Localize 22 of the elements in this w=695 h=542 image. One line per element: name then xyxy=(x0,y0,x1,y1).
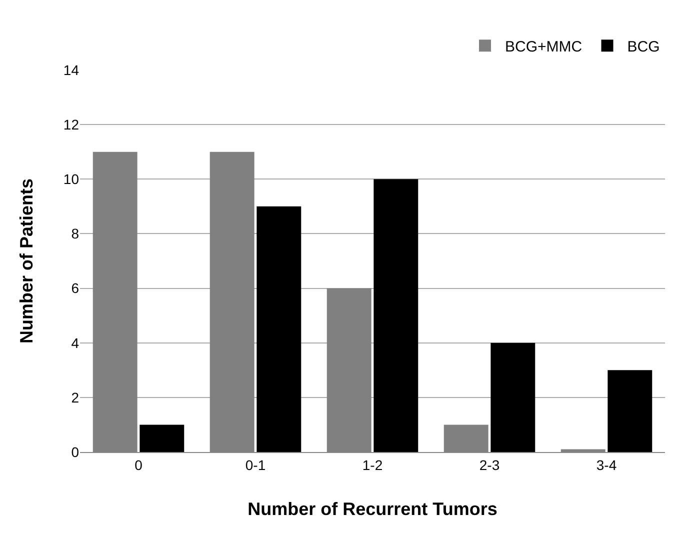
x-tick-label: 2-3 xyxy=(479,456,500,473)
y-tick-label: 6 xyxy=(71,280,80,296)
x-axis-title: Number of Recurrent Tumors xyxy=(248,498,498,519)
x-tick-label: 3-4 xyxy=(596,456,617,473)
y-tick-label: 12 xyxy=(63,116,80,132)
y-tick-label: 14 xyxy=(63,62,80,78)
x-tick-label: 1-2 xyxy=(362,456,383,473)
legend-label: BCG+MMC xyxy=(505,38,582,56)
y-tick-label: 4 xyxy=(71,334,80,351)
legend-label: BCG xyxy=(627,38,660,56)
y-tick-label: 10 xyxy=(63,171,80,188)
x-tick-label: 0-1 xyxy=(245,456,266,473)
y-tick-label: 8 xyxy=(71,226,80,242)
bar xyxy=(256,206,302,452)
y-tick-label: 0 xyxy=(71,444,80,460)
bar xyxy=(608,370,652,452)
y-tick-label: 2 xyxy=(71,389,80,406)
x-tick-label: 0 xyxy=(134,456,143,473)
bar xyxy=(140,424,184,452)
y-axis-title: Number of Patients xyxy=(16,178,37,344)
bar xyxy=(374,179,418,452)
bar xyxy=(490,342,536,452)
